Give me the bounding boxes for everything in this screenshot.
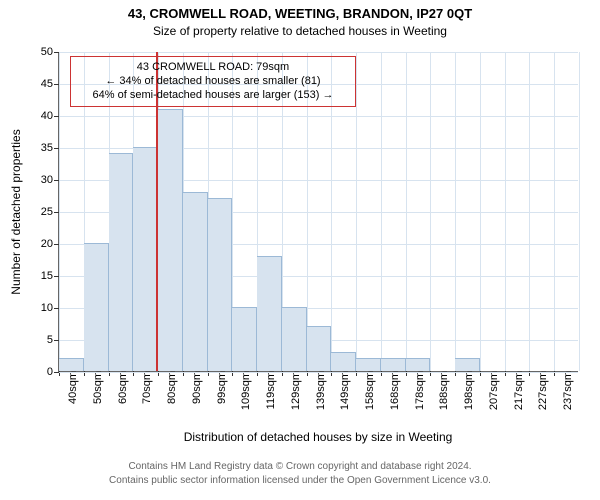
annotation-line-2: ← 34% of detached houses are smaller (81…: [79, 75, 347, 89]
x-tick-label: 188sqm: [430, 371, 450, 410]
x-tick-label: 149sqm: [331, 371, 351, 410]
page-title: 43, CROMWELL ROAD, WEETING, BRANDON, IP2…: [0, 0, 600, 21]
x-tick-label: 99sqm: [208, 371, 228, 404]
y-tick-label: 45: [41, 78, 59, 90]
annotation-line-1: 43 CROMWELL ROAD: 79sqm: [79, 61, 347, 75]
x-tick-label: 129sqm: [282, 371, 302, 410]
x-tick-label: 207sqm: [480, 371, 500, 410]
footer-line-1: Contains HM Land Registry data © Crown c…: [0, 460, 600, 474]
annotation-line-3: 64% of semi-detached houses are larger (…: [79, 89, 347, 103]
x-tick-label: 168sqm: [381, 371, 401, 410]
grid-horizontal: [59, 116, 578, 117]
histogram-bar: [406, 358, 431, 371]
attribution-footer: Contains HM Land Registry data © Crown c…: [0, 460, 600, 487]
histogram-bar: [208, 198, 233, 371]
grid-horizontal: [59, 52, 578, 53]
x-axis-label: Distribution of detached houses by size …: [184, 430, 453, 444]
x-tick-label: 139sqm: [307, 371, 327, 410]
histogram-bar: [158, 109, 183, 371]
y-tick-label: 25: [41, 206, 59, 218]
y-tick-label: 35: [41, 142, 59, 154]
histogram-bar: [307, 326, 332, 371]
histogram-bar: [84, 243, 109, 371]
x-tick-label: 90sqm: [183, 371, 203, 404]
y-tick-label: 30: [41, 174, 59, 186]
x-tick-label: 178sqm: [406, 371, 426, 410]
x-tick-label: 217sqm: [505, 371, 525, 410]
histogram-bar: [133, 147, 158, 371]
histogram-bar: [381, 358, 406, 371]
y-axis-label: Number of detached properties: [9, 129, 23, 294]
page-subtitle: Size of property relative to detached ho…: [0, 21, 600, 38]
histogram-bar: [59, 358, 84, 371]
histogram-bar: [331, 352, 356, 371]
x-tick-label: 40sqm: [59, 371, 79, 404]
x-tick-label: 158sqm: [356, 371, 376, 410]
histogram-bar: [232, 307, 257, 371]
y-tick-label: 40: [41, 110, 59, 122]
x-tick-label: 60sqm: [109, 371, 129, 404]
x-tick-label: 227sqm: [529, 371, 549, 410]
histogram-bar: [183, 192, 208, 371]
y-tick-label: 20: [41, 238, 59, 250]
histogram-bar: [257, 256, 282, 371]
property-annotation: 43 CROMWELL ROAD: 79sqm ← 34% of detache…: [70, 56, 356, 107]
histogram-bar: [282, 307, 307, 371]
y-tick-label: 50: [41, 46, 59, 58]
x-tick-label: 109sqm: [232, 371, 252, 410]
x-tick-label: 119sqm: [257, 371, 277, 409]
histogram-bar: [356, 358, 381, 371]
x-tick-label: 237sqm: [554, 371, 574, 410]
x-tick-label: 198sqm: [455, 371, 475, 410]
x-tick-label: 70sqm: [133, 371, 153, 404]
grid-horizontal: [59, 372, 578, 373]
y-tick-label: 5: [47, 334, 59, 346]
x-tick-label: 80sqm: [158, 371, 178, 404]
y-tick-label: 0: [47, 366, 59, 378]
y-tick-label: 15: [41, 270, 59, 282]
y-tick-label: 10: [41, 302, 59, 314]
histogram-bar: [109, 153, 134, 371]
x-tick-label: 50sqm: [84, 371, 104, 404]
footer-line-2: Contains public sector information licen…: [0, 474, 600, 488]
grid-vertical: [579, 52, 580, 371]
histogram-bar: [455, 358, 480, 371]
